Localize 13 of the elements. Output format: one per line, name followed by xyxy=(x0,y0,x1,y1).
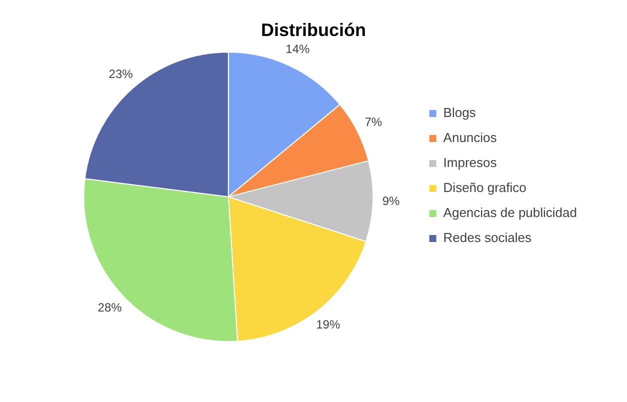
data-label: 7% xyxy=(364,115,382,130)
data-label: 14% xyxy=(286,42,310,56)
data-label: 23% xyxy=(108,67,134,82)
legend-label: Blogs xyxy=(443,105,476,120)
data-label: 9% xyxy=(382,194,400,208)
legend-label: Anuncios xyxy=(443,130,498,146)
legend-label: Agencias de publicidad xyxy=(443,205,578,220)
legend-label: Redes sociales xyxy=(443,230,532,246)
legend-label: Diseño grafico xyxy=(443,180,526,196)
chart-title: Distribución xyxy=(260,20,366,40)
data-label: 28% xyxy=(98,300,122,314)
data-label: 19% xyxy=(316,318,340,332)
legend-label: Impresos xyxy=(443,155,498,170)
